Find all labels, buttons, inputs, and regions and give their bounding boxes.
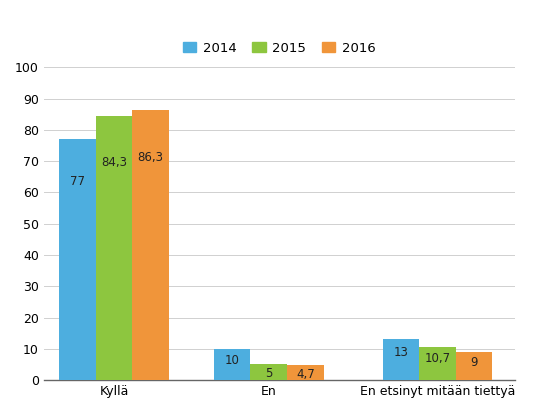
Text: 10,7: 10,7: [425, 352, 451, 365]
Bar: [133, 110, 169, 380]
Bar: [383, 339, 419, 380]
Text: 9: 9: [471, 356, 478, 369]
Text: 86,3: 86,3: [137, 151, 164, 164]
Bar: [287, 366, 323, 380]
Legend: 2014, 2015, 2016: 2014, 2015, 2016: [178, 36, 381, 60]
Text: 13: 13: [393, 346, 409, 358]
Text: 77: 77: [70, 176, 85, 188]
Bar: [456, 352, 493, 380]
Bar: [419, 347, 456, 380]
Bar: [96, 116, 133, 380]
Text: 5: 5: [265, 367, 272, 380]
Text: 4,7: 4,7: [296, 368, 315, 381]
Bar: [214, 349, 251, 380]
Bar: [59, 139, 96, 380]
Bar: [251, 365, 287, 380]
Text: 84,3: 84,3: [101, 156, 127, 169]
Text: 10: 10: [225, 354, 240, 367]
